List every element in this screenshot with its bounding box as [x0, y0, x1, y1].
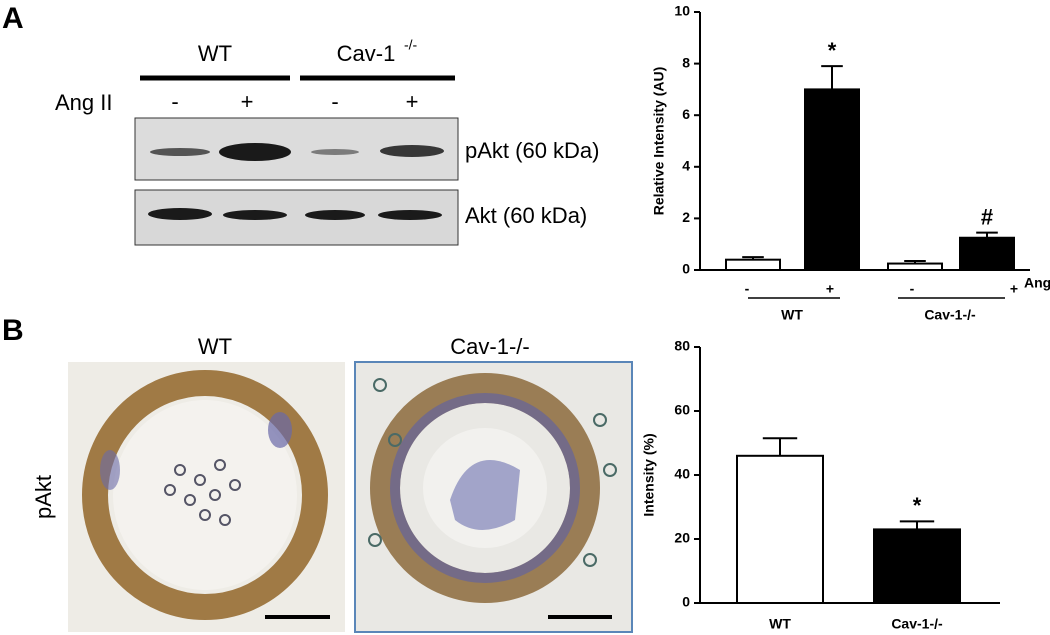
histology-row-label: pAkt: [31, 475, 56, 519]
blot-group: Cav-1: [337, 41, 396, 66]
x-tick-label: -: [910, 281, 915, 297]
y-tick-label: 0: [682, 594, 690, 610]
x-tick-label: +: [1010, 281, 1018, 297]
histology-image: [354, 361, 633, 633]
y-tick-label: 0: [682, 261, 690, 277]
bar: [873, 528, 961, 605]
x-axis-label: Ang II: [1024, 275, 1050, 291]
x-tick-label: Cav-1-/-: [891, 616, 943, 632]
histology-image: [68, 362, 345, 632]
x-tick-label: -: [745, 281, 750, 297]
y-tick-label: 40: [674, 466, 690, 482]
blot-group: WT: [198, 41, 232, 66]
histology-column: WT: [198, 334, 232, 359]
x-tick-label: WT: [769, 616, 791, 632]
bar: [887, 262, 943, 271]
y-tick-label: 4: [682, 158, 690, 174]
blot-bands: [148, 143, 444, 220]
bar: [736, 454, 824, 604]
group-label: WT: [781, 307, 803, 323]
annotation: #: [981, 204, 993, 229]
bar: [959, 236, 1015, 271]
y-tick-label: 60: [674, 402, 690, 418]
y-tick-label: 2: [682, 209, 690, 225]
group-label: Cav-1-/-: [924, 307, 976, 323]
blot-row-label: pAkt (60 kDa): [465, 138, 600, 163]
y-tick-label: 20: [674, 530, 690, 546]
annotation: *: [828, 38, 837, 63]
panel-label: B: [2, 314, 24, 347]
annotation: *: [913, 493, 922, 518]
y-tick-label: 80: [674, 338, 690, 354]
blot-row-label: Akt (60 kDa): [465, 203, 587, 228]
panel-label: A: [2, 2, 24, 35]
x-tick-label: +: [826, 281, 834, 297]
lane-label: -: [331, 89, 338, 114]
lane-label: -: [171, 89, 178, 114]
lane-label: +: [406, 89, 419, 114]
bar: [725, 258, 781, 271]
histology-column: Cav-1-/-: [450, 334, 529, 359]
bar: [804, 88, 860, 272]
y-tick-label: 6: [682, 106, 690, 122]
y-tick-label: 8: [682, 54, 690, 70]
y-axis-label: Intensity (%): [641, 433, 657, 516]
lane-label: +: [241, 89, 254, 114]
y-axis-label: Relative Intensity (AU): [651, 67, 667, 216]
treatment-label: Ang II: [55, 90, 112, 115]
blot-group-superscript: -/-: [404, 37, 418, 53]
y-tick-label: 10: [674, 3, 690, 19]
